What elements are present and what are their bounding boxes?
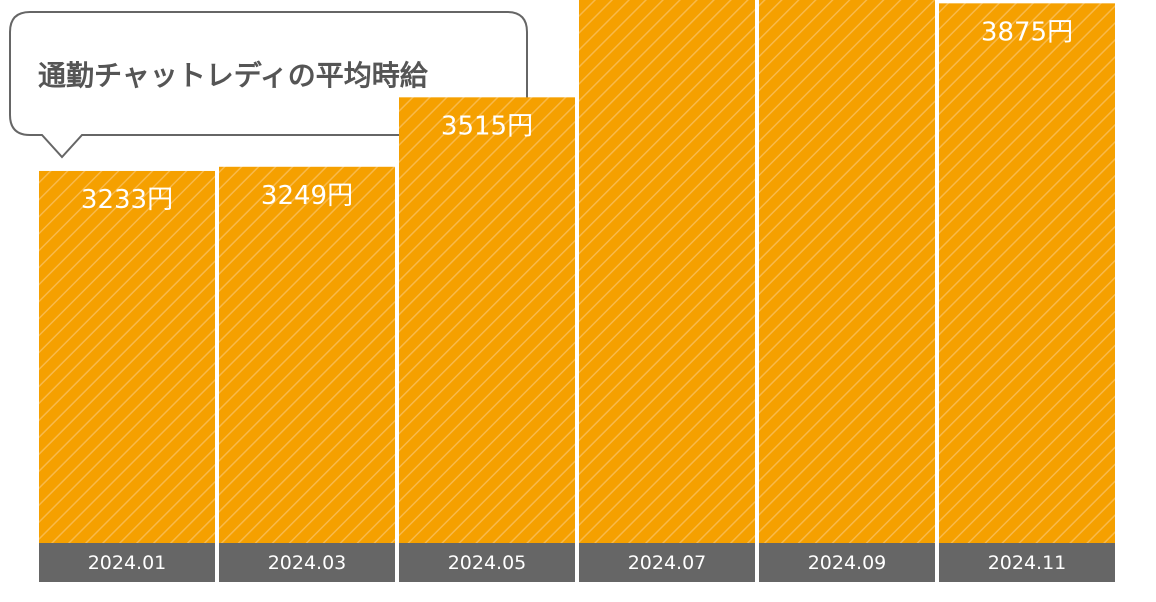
bar-2024.11	[939, 3, 1115, 543]
value-label: 3249円	[261, 181, 353, 211]
category-label: 2024.07	[628, 552, 707, 574]
category-label: 2024.03	[268, 552, 347, 574]
category-label: 2024.01	[88, 552, 167, 574]
bar-2024.03	[219, 166, 395, 543]
bars-group: 3233円2024.013249円2024.033515円2024.054171…	[39, 0, 1115, 582]
bar-2024.05	[399, 97, 575, 544]
category-band	[219, 543, 395, 582]
category-band	[939, 543, 1115, 582]
chart-title: 通勤チャットレディの平均時給	[38, 59, 429, 92]
bar-2024.07	[579, 0, 755, 544]
category-band	[759, 543, 935, 582]
category-label: 2024.11	[988, 552, 1067, 574]
category-label: 2024.05	[448, 552, 527, 574]
speech-bubble	[9, 11, 528, 159]
category-band	[579, 543, 755, 582]
value-label: 3515円	[441, 111, 533, 141]
value-label: 3233円	[81, 185, 173, 215]
category-label: 2024.09	[808, 552, 887, 574]
category-band	[39, 543, 215, 582]
value-label: 3875円	[981, 17, 1073, 47]
title-callout: 通勤チャットレディの平均時給	[9, 11, 528, 159]
category-band	[399, 543, 575, 582]
bar-2024.01	[39, 170, 215, 544]
bar-2024.09	[759, 0, 935, 544]
